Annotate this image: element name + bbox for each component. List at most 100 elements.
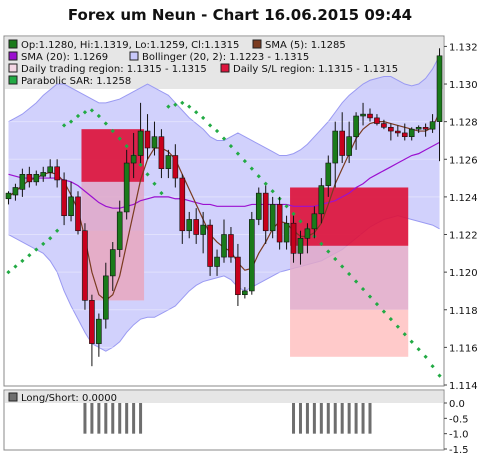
candle <box>221 219 227 263</box>
sar-point <box>326 249 331 254</box>
sar-point <box>68 119 74 124</box>
long-short-bar <box>354 403 358 434</box>
candle <box>242 287 248 299</box>
sar-point <box>75 113 81 119</box>
long-short-bar <box>125 403 129 434</box>
y-tick-label: 1.114 <box>449 381 478 392</box>
sar-point <box>381 309 387 314</box>
candle-body <box>151 136 158 149</box>
sar-point <box>103 121 108 126</box>
sar-point <box>124 143 129 149</box>
sar-point <box>333 256 338 262</box>
legend-sar: Parabolic SAR: 1.1258 <box>21 76 131 87</box>
candle <box>144 114 151 160</box>
candle <box>262 185 269 244</box>
long-short-bar <box>347 403 351 434</box>
sar-point <box>402 332 407 337</box>
candle-body <box>123 162 130 213</box>
candle <box>269 196 276 239</box>
price-y-axis: 1.114 1.116 1.118 1.120 1.122 1.124 1.126 1.128… <box>444 42 478 392</box>
long-short-bar <box>139 403 143 434</box>
legend-swatch-sl-region <box>220 63 230 73</box>
candle-body <box>33 174 40 183</box>
legend-swatch-bollinger <box>129 51 139 61</box>
candle <box>332 121 339 188</box>
candle-body <box>262 192 269 232</box>
candle-body <box>422 126 429 130</box>
candle <box>228 226 234 263</box>
sar-point <box>173 102 178 107</box>
candle-body <box>332 130 339 164</box>
sar-point <box>353 279 359 284</box>
long-short-bar <box>340 403 344 434</box>
candle-body <box>179 177 186 232</box>
sar-point <box>201 115 206 121</box>
candle <box>415 125 422 133</box>
legend-ohlc: Op:1.1280, Hi:1.1319, Lo:1.1259, Cl:1.13… <box>21 40 239 51</box>
long-short-bar <box>292 403 296 434</box>
y-tick-label: 1.116 <box>449 343 478 354</box>
sar-point <box>207 123 213 128</box>
long-short-bar <box>368 403 372 434</box>
candle-body <box>381 123 387 128</box>
sar-point <box>319 241 324 247</box>
candle <box>123 149 130 220</box>
sar-point <box>96 113 101 119</box>
candle <box>68 181 74 222</box>
candle-body <box>207 224 213 267</box>
sar-point <box>221 136 227 141</box>
sar-point <box>291 211 296 216</box>
candle-body <box>19 174 26 190</box>
sar-point <box>27 253 32 258</box>
candle-body <box>429 121 436 130</box>
candle <box>436 48 443 162</box>
candle <box>395 125 401 137</box>
candle <box>311 206 318 239</box>
candle-body <box>158 136 165 169</box>
candle-body <box>304 228 311 239</box>
candle-body <box>415 126 422 130</box>
candle <box>54 159 60 188</box>
candle-body <box>255 192 262 220</box>
candle-body <box>137 130 144 156</box>
candle <box>89 294 95 367</box>
long-short-bar <box>104 403 108 434</box>
legend-sma5: SMA (5): 1.1285 <box>265 40 346 51</box>
long-short-plot-area: 0.0 -0.5 -1.0 -1.5 <box>83 399 469 456</box>
candle-body <box>360 113 366 117</box>
candle <box>401 123 408 141</box>
y-tick-label: 1.124 <box>449 193 478 204</box>
candle <box>353 112 359 150</box>
candle-body <box>130 155 137 164</box>
candle-body <box>339 130 345 156</box>
candle-body <box>297 237 304 254</box>
long-short-y-tick-label: 0.0 <box>449 399 465 410</box>
long-short-bar <box>111 403 115 434</box>
candle-body <box>186 219 193 232</box>
candle <box>388 123 394 141</box>
candle <box>82 223 88 310</box>
candle-body <box>374 117 380 124</box>
sar-point <box>430 364 435 369</box>
candle-body <box>325 162 332 186</box>
sar-point <box>117 136 122 141</box>
candle <box>5 191 12 205</box>
sma20-line <box>8 141 440 209</box>
candle-body <box>353 115 359 137</box>
candle-body <box>61 179 67 217</box>
candle <box>19 168 26 197</box>
chart-title: Forex um Neun - Chart 16.06.2015 09:44 <box>68 6 412 24</box>
y-tick-label: 1.130 <box>449 80 478 91</box>
candle-body <box>165 155 172 169</box>
y-tick-label: 1.120 <box>449 268 478 279</box>
long-short-bar <box>312 403 316 434</box>
candle-body <box>249 219 255 292</box>
candle-body <box>346 136 352 156</box>
legend-swatch-long-short <box>8 392 18 402</box>
candle-body <box>276 204 283 243</box>
candle-body <box>82 230 88 301</box>
candle <box>75 191 81 235</box>
candle <box>186 211 193 239</box>
long-short-y-tick-label: -1.0 <box>449 430 469 441</box>
